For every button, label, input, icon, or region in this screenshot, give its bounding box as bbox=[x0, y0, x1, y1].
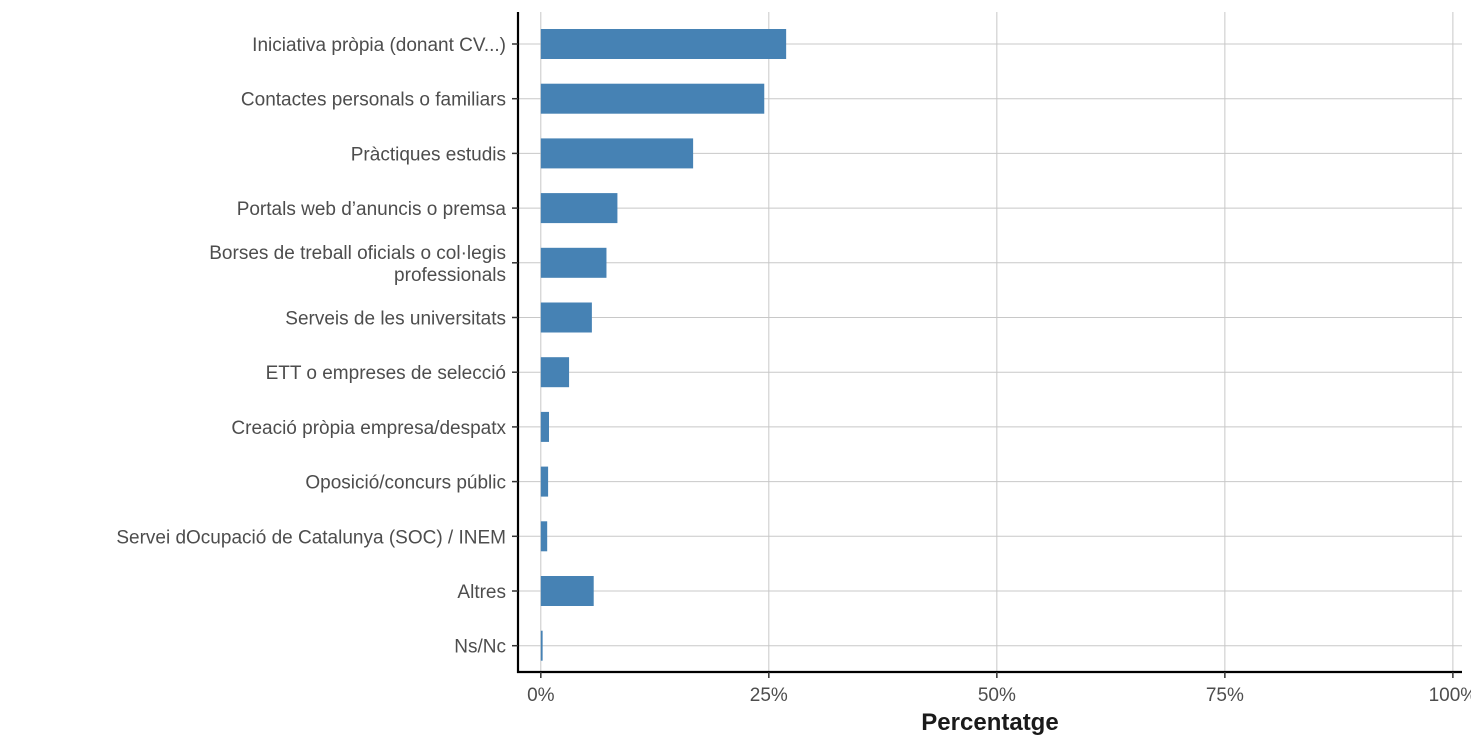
category-label: Altres bbox=[457, 582, 506, 603]
bars bbox=[540, 29, 787, 661]
category-label: Serveis de les universitats bbox=[285, 309, 506, 330]
bar bbox=[540, 411, 550, 442]
x-axis-title: Percentatge bbox=[921, 709, 1058, 736]
x-tick-label: 75% bbox=[1206, 685, 1244, 706]
category-label: ETT o empreses de selecció bbox=[266, 363, 506, 384]
bar bbox=[540, 83, 765, 114]
category-label: Ns/Nc bbox=[454, 637, 506, 658]
bar bbox=[540, 357, 570, 388]
category-label: Iniciativa pròpia (donant CV...) bbox=[252, 35, 506, 56]
x-tick-label: 100% bbox=[1429, 685, 1471, 706]
category-label: Pràctiques estudis bbox=[351, 144, 506, 165]
bar bbox=[540, 247, 607, 278]
x-tick-label: 25% bbox=[750, 685, 788, 706]
category-label: Borses de treball oficials o col·legis pr… bbox=[209, 243, 506, 286]
category-label: Servei dOcupació de Catalunya (SOC) / IN… bbox=[116, 527, 506, 548]
x-tick-labels: 0% 25% 50% 75% 100% bbox=[527, 672, 1471, 706]
category-labels: Iniciativa pròpia (donant CV...) Contacte… bbox=[116, 35, 518, 658]
x-tick-label: 50% bbox=[978, 685, 1016, 706]
bar bbox=[540, 630, 543, 661]
category-label: Oposició/concurs públic bbox=[305, 473, 506, 494]
category-label: Contactes personals o familiars bbox=[241, 90, 506, 111]
bar bbox=[540, 302, 592, 333]
axes bbox=[516, 12, 1462, 674]
bar bbox=[540, 138, 694, 169]
bar bbox=[540, 576, 594, 606]
bar bbox=[540, 521, 548, 552]
bar bbox=[540, 466, 549, 497]
bar bbox=[540, 193, 618, 224]
bar bbox=[540, 29, 787, 59]
category-label: Portals web d’anuncis o premsa bbox=[237, 199, 507, 220]
x-tick-label: 0% bbox=[527, 685, 555, 706]
category-label: Creació pròpia empresa/despatx bbox=[231, 418, 506, 439]
